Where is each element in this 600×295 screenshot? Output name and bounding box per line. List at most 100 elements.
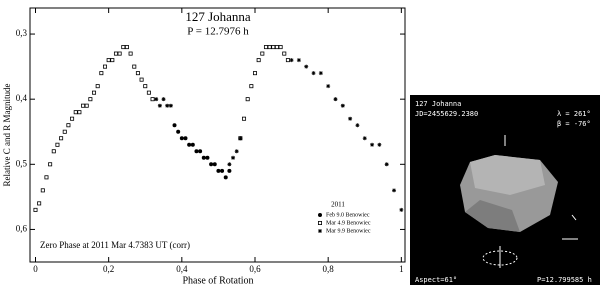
point — [355, 123, 360, 128]
legend-label: Mar 4.9 Benowiec — [326, 220, 371, 226]
legend-label: Mar 9.9 Benowiec — [326, 228, 371, 234]
point — [113, 51, 118, 56]
point — [73, 110, 78, 115]
x-tick-label: 0,4 — [176, 264, 188, 274]
point — [242, 116, 247, 121]
y-axis-label: Relative C and R Magnitude — [2, 84, 12, 187]
point — [282, 51, 287, 56]
point — [263, 45, 268, 50]
point — [289, 58, 294, 63]
point — [157, 103, 162, 108]
point — [51, 149, 56, 154]
point — [326, 84, 331, 89]
point — [271, 45, 276, 50]
x-tick-label: 0,8 — [323, 264, 335, 274]
model-jd: JD=2455629.2380 — [415, 110, 478, 118]
point — [392, 188, 397, 193]
point — [249, 84, 254, 89]
x-tick-label: 0,6 — [249, 264, 261, 274]
point — [135, 71, 140, 76]
chart-title: 127 Johanna — [185, 9, 251, 24]
point — [95, 84, 100, 89]
point — [62, 129, 67, 134]
point — [88, 97, 93, 102]
point — [252, 71, 257, 76]
x-tick-label: 1 — [399, 264, 404, 274]
point — [377, 142, 382, 147]
point — [106, 58, 111, 63]
point — [267, 45, 272, 50]
point — [238, 136, 243, 141]
annotation: Zero Phase at 2011 Mar 4.7383 UT (corr) — [40, 240, 190, 250]
point — [362, 136, 367, 141]
point — [190, 142, 195, 147]
chart-subtitle: P = 12.7976 h — [187, 26, 249, 38]
point — [256, 58, 261, 63]
point — [340, 103, 345, 108]
y-tick-label: 0,4 — [16, 93, 28, 103]
plot-frame — [29, 7, 406, 263]
x-tick-label: 0 — [33, 264, 38, 274]
point — [234, 149, 239, 154]
point — [128, 51, 133, 56]
model-face — [470, 155, 545, 195]
x-axis-label: Phase of Rotation — [182, 275, 253, 286]
point — [227, 168, 232, 173]
point — [48, 162, 53, 167]
point — [231, 155, 236, 160]
legend-marker — [318, 229, 322, 233]
y-tick-label: 0,3 — [16, 28, 28, 38]
point — [37, 201, 42, 206]
point — [84, 103, 89, 108]
point — [304, 64, 309, 69]
point — [333, 97, 338, 102]
point — [198, 149, 203, 154]
point — [223, 175, 228, 180]
point — [384, 162, 389, 167]
point — [172, 123, 177, 128]
legend-title: 2011 — [331, 201, 345, 209]
point — [227, 162, 232, 167]
point — [146, 90, 151, 95]
point — [33, 207, 38, 212]
point — [194, 149, 199, 154]
point — [183, 136, 188, 141]
point — [285, 58, 290, 63]
axis-line — [571, 214, 577, 221]
point — [150, 97, 155, 102]
point — [139, 77, 144, 82]
point — [70, 116, 75, 121]
point — [311, 71, 316, 76]
point — [161, 97, 166, 102]
model-face — [465, 200, 520, 232]
point — [348, 116, 353, 121]
point — [117, 51, 122, 56]
point — [205, 155, 210, 160]
point — [132, 64, 137, 69]
point — [168, 103, 173, 108]
point — [245, 97, 250, 102]
model-period: P=12.799585 h — [537, 276, 592, 284]
point — [187, 142, 192, 147]
x-tick-label: 0,2 — [103, 264, 114, 274]
point — [370, 142, 375, 147]
point — [40, 188, 45, 193]
legend-label: Feb 9.0 Benowiec — [326, 212, 370, 218]
point — [201, 155, 206, 160]
pole-ellipse — [482, 250, 518, 266]
point — [121, 45, 126, 50]
model-beta: β = -76° — [557, 120, 591, 128]
model-name: 127 Johanna — [415, 100, 461, 108]
model-panel: 127 Johanna JD=2455629.2380 λ = 261° β =… — [410, 95, 600, 285]
point — [209, 162, 214, 167]
y-tick-label: 0,6 — [16, 223, 28, 233]
legend-marker — [317, 220, 322, 225]
point — [124, 45, 129, 50]
point — [296, 58, 301, 63]
point — [212, 162, 217, 167]
point — [59, 136, 64, 141]
point — [143, 84, 148, 89]
point — [165, 103, 170, 108]
legend-marker — [318, 213, 322, 217]
